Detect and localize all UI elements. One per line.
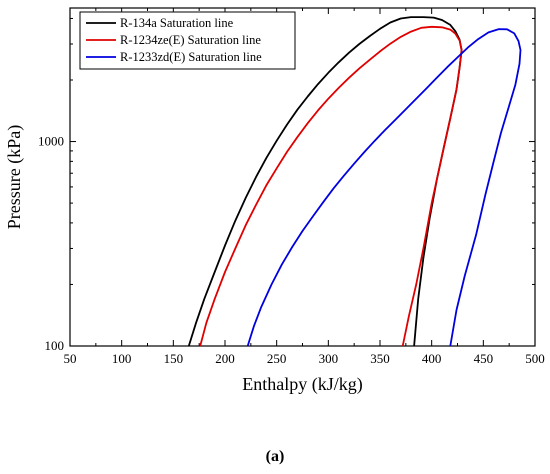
x-tick-label: 500 bbox=[525, 351, 545, 366]
legend: R-134a Saturation line R-1234ze(E) Satura… bbox=[79, 11, 296, 70]
x-axis-title: Enthalpy (kJ/kg) bbox=[242, 374, 362, 395]
x-tick-label: 250 bbox=[267, 351, 287, 366]
x-tick-label: 150 bbox=[164, 351, 184, 366]
x-tick-label: 450 bbox=[474, 351, 494, 366]
x-tick-label: 200 bbox=[215, 351, 235, 366]
y-tick-label: 1000 bbox=[38, 134, 64, 149]
legend-label: R-1234ze(E) Saturation line bbox=[120, 33, 261, 47]
x-tick-label: 300 bbox=[319, 351, 339, 366]
series-line-r-1234ze-e-saturation-line bbox=[199, 25, 463, 347]
y-axis-title: Pressure (kPa) bbox=[4, 125, 25, 229]
x-tick-label: 100 bbox=[112, 351, 132, 366]
caption-label: (a) bbox=[265, 448, 285, 465]
x-tick-label: 350 bbox=[370, 351, 390, 366]
legend-label: R-1233zd(E) Saturation line bbox=[120, 50, 262, 64]
x-tick-label: 400 bbox=[422, 351, 442, 366]
legend-label: R-134a Saturation line bbox=[120, 16, 234, 30]
figure-caption: (a) bbox=[0, 448, 550, 466]
y-tick-label: 100 bbox=[45, 338, 65, 353]
series-lines bbox=[187, 16, 522, 347]
series-line-r-1233zd-e-saturation-line bbox=[246, 28, 522, 347]
x-tick-label: 50 bbox=[64, 351, 77, 366]
